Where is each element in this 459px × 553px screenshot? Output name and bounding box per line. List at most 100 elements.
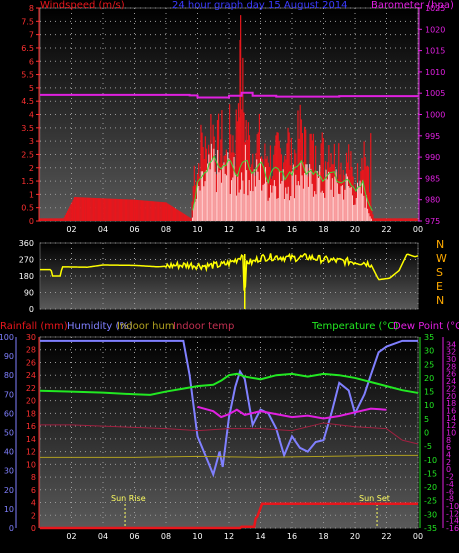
dew-tick-label: 2 <box>446 458 451 467</box>
x-tick-label: 16 <box>287 532 297 541</box>
wind-tick-label: 6.5 <box>21 44 34 53</box>
rain-tick-label: 16 <box>26 422 36 431</box>
humidity-tick-label: 60 <box>4 409 14 418</box>
rain-tick-label: 0 <box>31 524 36 533</box>
compass-n-bottom: N <box>436 294 445 307</box>
barometer-tick-label: 1010 <box>425 68 445 77</box>
wind-tick-label: 1 <box>29 190 34 199</box>
humidity-tick-label: 70 <box>4 390 14 399</box>
barometer-tick-label: 1025 <box>425 4 445 13</box>
barometer-tick-label: 990 <box>425 153 440 162</box>
barometer-tick-label: 1015 <box>425 47 445 56</box>
dew-tick-label: 4 <box>446 451 451 460</box>
wind-tick-label: 5 <box>29 84 34 93</box>
x-tick-label: 08 <box>161 532 171 541</box>
dew-tick-label: 14 <box>446 414 456 423</box>
wind-tick-label: 0.5 <box>21 204 34 213</box>
sunrise-label: Sun Rise <box>111 494 146 503</box>
wind-tick-label: 7 <box>29 31 34 40</box>
direction-tick-label: 360 <box>19 239 34 248</box>
barometer-tick-label: 1005 <box>425 89 445 98</box>
dew-tick-label: -4 <box>446 480 454 489</box>
wind-tick-label: 8 <box>29 4 34 13</box>
temperature-line <box>39 372 419 396</box>
dew-point-label: Dew Point (°C) <box>393 321 459 332</box>
x-tick-label: 08 <box>161 225 171 234</box>
dew-tick-label: -12 <box>446 509 459 518</box>
temperature-tick-label: -15 <box>424 469 437 478</box>
barometer-tick-label: 980 <box>425 196 440 205</box>
rain-tick-label: 18 <box>26 409 36 418</box>
temperature-label: Temperature (°C) <box>312 321 399 332</box>
dew-tick-label: 0 <box>446 465 451 474</box>
x-tick-label: 18 <box>318 532 328 541</box>
wind-tick-label: 2 <box>29 164 34 173</box>
dew-tick-label: -10 <box>446 502 459 511</box>
rain-tick-label: 12 <box>26 448 36 457</box>
temperature-tick-label: 0 <box>424 429 429 438</box>
dew-tick-label: 6 <box>446 443 451 452</box>
humidity-tick-label: 20 <box>4 486 14 495</box>
temperature-tick-label: 25 <box>424 360 434 369</box>
temperature-tick-label: 30 <box>424 347 434 356</box>
dew-tick-label: 8 <box>446 436 451 445</box>
avg-wind-line <box>192 155 373 212</box>
dew-tick-label: 30 <box>446 355 456 364</box>
wind-tick-label: 0 <box>29 217 34 226</box>
wind-tick-label: 7.5 <box>21 17 34 26</box>
dew-tick-label: -14 <box>446 517 459 526</box>
rain-tick-label: 24 <box>26 371 36 380</box>
humidity-tick-label: 40 <box>4 448 14 457</box>
x-tick-label: 02 <box>66 532 76 541</box>
x-tick-label: 04 <box>98 532 108 541</box>
x-tick-label: 10 <box>192 532 202 541</box>
x-tick-label: 18 <box>318 225 328 234</box>
humidity-line <box>40 339 418 478</box>
x-tick-label: 10 <box>192 225 202 234</box>
dew-tick-label: 18 <box>446 399 456 408</box>
barometer-tick-label: 975 <box>425 217 440 226</box>
wind-tick-label: 6 <box>29 57 34 66</box>
direction-tick-label: 180 <box>19 272 34 281</box>
temperature-tick-label: -30 <box>424 510 437 519</box>
x-tick-label: 06 <box>129 532 139 541</box>
rain-tick-label: 28 <box>26 346 36 355</box>
indoor-hum-label: Indoor hum <box>117 321 175 332</box>
humidity-label: Humidity (%) <box>67 321 133 332</box>
dew-tick-label: 10 <box>446 429 456 438</box>
rain-tick-label: 2 <box>31 511 36 520</box>
humidity-tick-label: 80 <box>4 371 14 380</box>
windspeed-label: Windspeed (m/s) <box>40 0 125 11</box>
dew-tick-label: 12 <box>446 421 456 430</box>
rainfall-line <box>40 502 418 530</box>
x-tick-label: 20 <box>350 225 360 234</box>
x-tick-label: 14 <box>255 532 265 541</box>
rain-tick-label: 8 <box>31 473 36 482</box>
x-tick-label: 20 <box>350 532 360 541</box>
dew-tick-label: 26 <box>446 370 456 379</box>
x-tick-label: 00 <box>413 532 423 541</box>
temperature-tick-label: -10 <box>424 456 437 465</box>
wind-tick-label: 4.5 <box>21 97 34 106</box>
wind-tick-label: 5.5 <box>21 71 34 80</box>
x-tick-label: 12 <box>224 532 234 541</box>
x-tick-label: 22 <box>381 225 391 234</box>
dew-tick-label: -6 <box>446 487 454 496</box>
dew-tick-label: 16 <box>446 406 456 415</box>
sunset-label: Sun Set <box>359 494 390 503</box>
x-tick-label: 14 <box>255 225 265 234</box>
graph-title: 24 hour graph day 15 August 2014 <box>172 0 348 11</box>
temperature-tick-label: -20 <box>424 483 437 492</box>
dew-tick-label: -8 <box>446 495 454 504</box>
rain-tick-label: 4 <box>31 499 36 508</box>
dew-tick-label: 22 <box>446 384 456 393</box>
x-tick-label: 04 <box>98 225 108 234</box>
dew-point-line <box>197 405 387 420</box>
barometer-tick-label: 1000 <box>425 111 445 120</box>
temperature-tick-label: -25 <box>424 497 437 506</box>
humidity-tick-label: 90 <box>4 352 14 361</box>
barometer-tick-label: 985 <box>425 174 440 183</box>
humidity-tick-label: 0 <box>9 524 14 533</box>
dew-tick-label: 20 <box>446 392 456 401</box>
temperature-tick-label: 5 <box>424 415 429 424</box>
